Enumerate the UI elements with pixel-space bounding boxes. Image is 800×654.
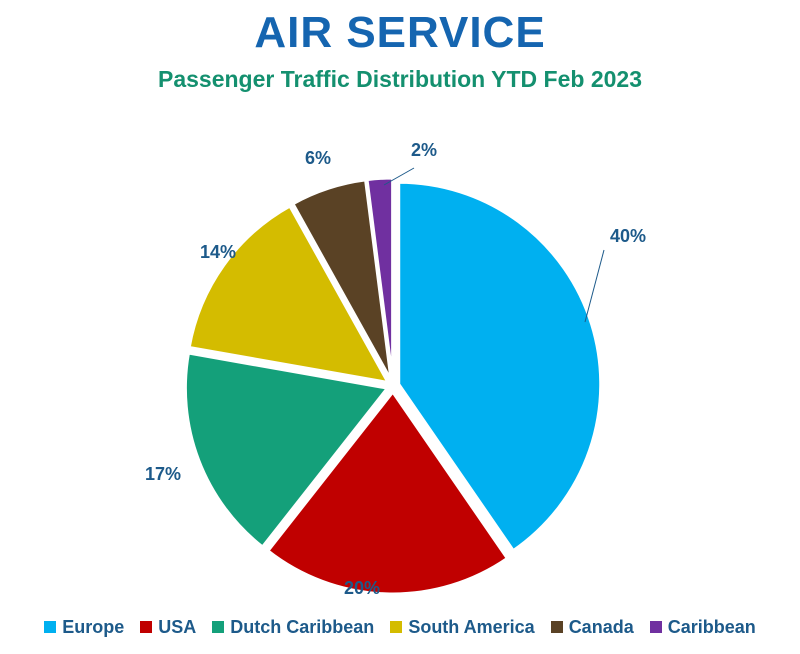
chart-title: AIR SERVICE [254,8,546,57]
legend-label: Caribbean [667,616,756,637]
legend-item-caribbean: Caribbean [649,616,756,638]
legend-swatch [212,621,225,633]
pie-slice-caribbean [365,176,395,381]
data-label-canada: 6% [305,148,331,168]
legend-swatch [550,621,563,633]
legend-label: USA [158,616,197,637]
pie-slice-usa [265,389,510,596]
data-label-usa: 20% [344,578,380,598]
data-label-dutch-caribbean: 17% [145,464,181,484]
pie-slice-canada [290,178,393,382]
legend-item-dutch-caribbean: Dutch Caribbean [212,617,374,638]
legend-label: Dutch Caribbean [230,616,375,637]
data-label-south-america: 14% [200,242,236,262]
chart-subtitle: Passenger Traffic Distribution YTD Feb 2… [158,66,642,92]
legend-item-usa: USA [140,617,196,638]
legend-label: South America [408,616,535,637]
pie-slice-south-america [187,203,391,385]
legend-label: Europe [62,616,125,637]
pie-slice-europe [397,180,603,553]
legend: Europe USA Dutch Caribbean South America Can… [0,612,800,642]
pie-slice-dutch-caribbean [183,351,391,550]
legend-swatch [390,621,403,633]
leader-line [383,167,415,186]
leader-line [584,249,605,323]
legend-swatch [649,621,662,633]
legend-item-canada: Canada [550,616,634,638]
legend-item-europe: Europe [44,617,124,638]
legend-swatch [140,621,153,633]
legend-item-south-america: South America [390,616,535,638]
data-label-caribbean: 2% [411,140,437,160]
legend-swatch [44,621,57,633]
data-label-europe: 40% [610,226,646,246]
legend-label: Canada [568,616,634,637]
